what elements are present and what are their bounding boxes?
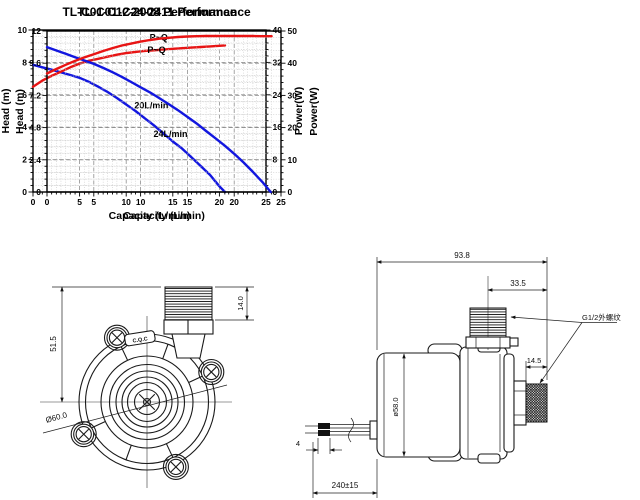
power-cable [305,417,370,443]
cqc-mark: C.Q.C [124,330,156,347]
dim-height-text: 51.5 [49,336,58,352]
dim-motor-dia-58: ø58.0 [391,353,406,457]
x-axis-label: Capacity (L/min) [123,210,205,222]
dim-terminal-text: 4 [296,439,300,448]
right-y-axis-label: Power(W) [293,87,305,135]
motor-body [369,352,461,458]
svg-text:40: 40 [273,25,283,35]
radial-ribs [91,344,203,460]
svg-text:0: 0 [22,187,27,197]
svg-text:5: 5 [77,197,82,207]
svg-text:24: 24 [273,90,283,100]
thread-note: G1/2外螺纹 [510,312,621,384]
plot-frame [46,30,282,193]
svg-text:4: 4 [22,122,27,132]
chart-title: TL-C01-C24-2411 Performance [77,5,251,19]
svg-text:15: 15 [168,197,178,207]
svg-text:25: 25 [276,197,286,207]
svg-text:7.2: 7.2 [29,90,41,100]
left-y-axis-label: Head (m) [14,89,26,134]
dim-height-51-5: 51.5 [49,286,161,403]
grid-major [47,31,281,192]
dim-terminal-4: 4 [296,438,342,454]
svg-text:20: 20 [229,197,239,207]
svg-text:32: 32 [273,57,283,67]
dim-motor-dia-text: ø58.0 [391,397,400,416]
svg-text:0: 0 [36,187,41,197]
cable-break-symbol [348,417,354,443]
power-curve [45,34,273,75]
svg-text:10: 10 [136,197,146,207]
axis-ticks [42,30,286,197]
svg-text:2: 2 [22,155,27,165]
svg-text:0: 0 [45,197,50,207]
dim-diameter-text: Ø60.0 [45,410,69,424]
svg-text:0: 0 [288,187,293,197]
chart-title: TL-C01-C12-2008 Performance [62,5,236,19]
svg-text:10: 10 [121,197,131,207]
pump-front-view-drawing: C.Q.C 51.5 14.0 Ø60.0 [40,286,254,488]
dim-thread-text: 14.0 [236,296,245,311]
svg-text:20: 20 [215,197,225,207]
chart-tl-c01-c24-2411: 0 5 10 15 20 2502.44.87.29.61201020304050Capa… [14,5,320,222]
right-y-axis-label: Power(W) [308,87,320,135]
dim-cable-text: 240±15 [332,481,359,490]
svg-text:6: 6 [22,90,27,100]
head-curve [45,45,272,194]
grid-minor [47,31,281,192]
svg-text:50: 50 [288,26,298,36]
svg-text:8: 8 [22,57,27,67]
svg-text:5: 5 [91,197,96,207]
cable-terminal [318,430,330,436]
svg-text:40: 40 [288,58,298,68]
dim-overall-text: 93.8 [454,251,470,260]
head-curve-label: 20L/min [134,101,168,111]
x-axis-label: Capacity (L/min) [109,210,191,222]
svg-text:9.6: 9.6 [29,58,41,68]
dim-diameter-60: Ø60.0 [42,384,228,434]
svg-text:30: 30 [288,90,298,100]
inlet-port [513,380,548,426]
dim-inlet-14-5: 14.5 [525,356,548,382]
power-curve-label: P~Q [147,45,165,55]
head-curve-label: 24L/min [154,129,188,139]
svg-text:0: 0 [31,197,36,207]
dim-cable-240: 240±15 [312,442,378,498]
pump-head [459,342,515,464]
dim-overall-93-8: 93.8 [376,251,548,380]
outlet-port [163,286,214,359]
dim-inlet-text: 14.5 [527,356,542,365]
svg-text:2.4: 2.4 [29,155,41,165]
svg-text:15: 15 [183,197,193,207]
left-y-axis-label: Head (m) [0,89,12,134]
cqc-mark-text: C.Q.C [132,336,148,344]
dim-outlet-33-5: 33.5 [487,279,548,292]
svg-text:10: 10 [288,155,298,165]
pump-side-view-drawing: 93.8 33.5 G1/2外螺纹 14.5 ø58.0 [296,251,621,498]
dim-outlet-text: 33.5 [510,279,526,288]
svg-text:10: 10 [18,25,28,35]
head-curve [31,63,227,194]
dim-thread-14-0: 14.0 [215,286,254,321]
thread-note-text: G1/2外螺纹 [582,312,621,322]
svg-text:4.8: 4.8 [29,123,41,133]
svg-text:25: 25 [261,197,271,207]
cable-terminal [318,423,330,429]
svg-text:12: 12 [32,26,42,36]
outlet-port [465,276,519,350]
svg-text:20: 20 [288,123,298,133]
pump-volute-body [78,333,216,471]
